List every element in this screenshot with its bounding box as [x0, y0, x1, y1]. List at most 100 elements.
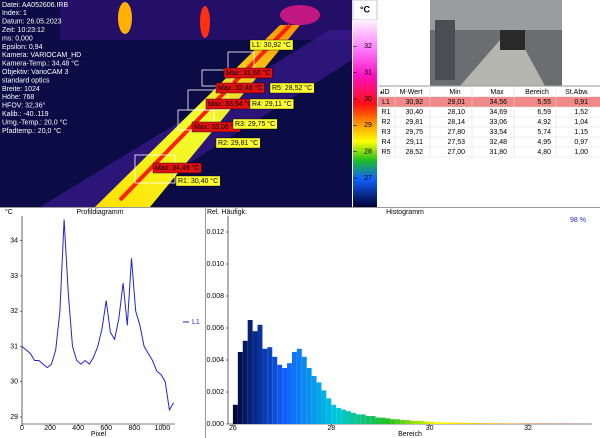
row-highlight — [378, 97, 600, 107]
table-cell: 34,56 — [489, 99, 507, 106]
label-box — [223, 67, 273, 79]
hist-bar — [350, 412, 356, 424]
x-tick-label: 32 — [524, 425, 532, 432]
x-axis-label: Pixel — [91, 431, 107, 438]
hist-bar — [488, 423, 494, 424]
scale-tick-label: 27 — [364, 175, 372, 182]
table-cell: R5 — [382, 149, 391, 156]
table-cell: 1,00 — [574, 149, 588, 156]
x-axis-label: Bereich — [398, 431, 422, 438]
y-tick-label: 30 — [10, 379, 18, 386]
hist-bar — [262, 348, 268, 424]
table-header: Bereich — [525, 89, 549, 96]
table-cell: R4 — [382, 139, 391, 146]
table-cell: 27,80 — [447, 129, 465, 136]
scale-tick-label: 32 — [364, 43, 372, 50]
label-box — [249, 98, 294, 110]
label-box — [215, 82, 265, 94]
info-line: Zeit: 10:23:12 — [2, 27, 45, 34]
table-header: M-Wert — [400, 89, 423, 96]
hist-bar — [321, 390, 327, 424]
info-line: Umg.-Temp.: 20,0 °C — [2, 118, 67, 126]
hist-bar — [449, 422, 455, 424]
measure-label: R5: 28,52 °C — [272, 84, 312, 92]
hist-bar — [296, 348, 302, 424]
hist-bar — [355, 414, 361, 424]
scale-tick-label: 28 — [364, 149, 372, 156]
hist-bar — [287, 363, 292, 424]
info-line: Kamera-Temp.: 34,48 °C — [2, 60, 79, 68]
table-cell: 27,00 — [447, 149, 465, 156]
y-tick-label: 29 — [10, 414, 18, 421]
hist-bar — [380, 417, 386, 424]
x-tick-label: 400 — [72, 425, 84, 432]
hist-bar — [232, 404, 238, 424]
hist-bar — [405, 420, 410, 424]
info-line: Objektiv: VarioCAM 3 — [2, 69, 68, 76]
y-axis-label: Rel. Häufigk. — [207, 209, 247, 216]
table-header: St.Abw. — [565, 89, 589, 96]
label-box — [269, 82, 315, 94]
info-line: Breite: 1024 — [2, 86, 40, 93]
table-cell: 31,80 — [489, 149, 507, 156]
hist-bar — [346, 411, 351, 424]
hist-bar — [454, 422, 460, 424]
hist-bar — [370, 416, 376, 424]
y-tick-label: 0.002 — [206, 389, 224, 396]
measure-label: Max: 33,54 °C — [208, 100, 252, 108]
y-tick-label: 33 — [10, 273, 18, 280]
y-tick-label: 0.008 — [206, 293, 224, 300]
hist-bar — [331, 404, 337, 424]
table-cell: 34,69 — [489, 109, 507, 116]
table-cell: R1 — [382, 109, 391, 116]
hist-bar — [257, 324, 263, 424]
hist-bar — [252, 331, 258, 424]
hist-bar — [282, 368, 288, 424]
y-tick-label: 0.012 — [206, 229, 224, 236]
hist-bar — [272, 356, 278, 424]
info-line: standard optics — [2, 77, 50, 84]
table-cell: 4,92 — [537, 119, 551, 126]
table-cell: 33,06 — [489, 119, 507, 126]
hist-bar — [424, 421, 430, 424]
hist-bar — [410, 420, 415, 424]
legend-entry: L1 — [192, 319, 200, 326]
y-tick-label: 34 — [10, 238, 18, 245]
table-cell: 28,10 — [447, 109, 465, 116]
table-cell: 33,54 — [489, 129, 507, 136]
hist-bar — [306, 368, 312, 424]
measure-label: Max: 31,60 °C — [226, 69, 270, 77]
hist-bar — [247, 320, 253, 424]
hist-bar — [242, 340, 248, 424]
x-tick-label: 1000 — [155, 425, 171, 432]
hist-bar — [311, 376, 317, 424]
hist-bar — [493, 423, 499, 424]
hist-bar — [277, 364, 283, 424]
hist-bar — [341, 409, 347, 424]
measure-label: R3: 29,75 °C — [235, 120, 275, 128]
measure-label: R1: 30,40 °C — [178, 177, 218, 185]
hist-bar — [267, 347, 273, 424]
hist-bar — [395, 419, 401, 424]
table-cell: 1,15 — [574, 129, 588, 136]
hist-bar — [434, 422, 440, 424]
measure-label: Max: 34,49 °C — [155, 164, 199, 172]
hist-bar — [237, 352, 243, 424]
y-tick-label: 0.006 — [206, 325, 224, 332]
hist-bar — [459, 422, 465, 424]
hist-bar — [390, 419, 396, 424]
x-tick-label: 26 — [229, 425, 237, 432]
label-box — [249, 39, 294, 51]
table-cell: R3 — [382, 129, 391, 136]
scale-tick-label: 29 — [364, 122, 372, 129]
table-cell: 0,97 — [574, 139, 588, 146]
hist-bar — [478, 423, 484, 424]
y-tick-label: 32 — [10, 308, 18, 315]
hist-bar — [326, 398, 332, 424]
scale-unit: °C — [360, 4, 371, 14]
hist-bar — [301, 356, 307, 424]
table-cell: 5,74 — [537, 129, 551, 136]
annotation: 98 % — [570, 217, 586, 224]
hist-bar — [473, 423, 479, 424]
